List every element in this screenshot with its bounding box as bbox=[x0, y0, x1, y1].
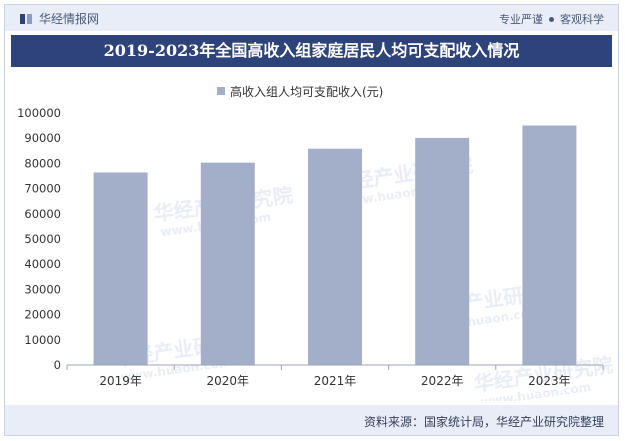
x-tick-label: 2021年 bbox=[314, 374, 357, 388]
y-tick-label: 40000 bbox=[24, 257, 61, 271]
y-tick-label: 80000 bbox=[24, 156, 61, 170]
motto-left: 专业严谨 bbox=[499, 13, 543, 26]
x-tick-label: 2023年 bbox=[528, 374, 571, 388]
bar bbox=[93, 172, 148, 365]
y-tick-label: 20000 bbox=[24, 308, 61, 322]
y-tick-label: 30000 bbox=[24, 282, 61, 296]
bar bbox=[200, 162, 255, 365]
y-tick-label: 0 bbox=[54, 358, 61, 372]
report-frame: 华经情报网 专业严谨 客观科学 2019-2023年全国高收入组家庭居民人均可支… bbox=[4, 4, 619, 436]
chart-title: 2019-2023年全国高收入组家庭居民人均可支配收入情况 bbox=[11, 35, 612, 67]
brand: 华经情报网 bbox=[19, 10, 99, 27]
legend-swatch bbox=[217, 87, 225, 95]
x-axis: 2019年 2020年 2021年 2022年 2023年 bbox=[66, 364, 604, 388]
brand-name: 华经情报网 bbox=[39, 12, 100, 26]
y-axis: 0 10000 20000 30000 40000 50000 60000 70000 8000… bbox=[17, 106, 61, 372]
y-tick-label: 50000 bbox=[24, 232, 61, 246]
y-tick-label: 90000 bbox=[24, 131, 61, 145]
chart-area: 华经产业研究院 www.huaon.com 华经产业研究院 www.huaon.com… bbox=[5, 71, 618, 409]
bar-chart: 华经产业研究院www.huaon.com华经产业研究院www.huaon.com… bbox=[17, 84, 614, 409]
x-tick-label: 2020年 bbox=[207, 374, 250, 388]
legend: 高收入组人均可支配收入(元) bbox=[217, 84, 383, 99]
y-tick-label: 100000 bbox=[17, 106, 61, 120]
motto-right: 客观科学 bbox=[560, 13, 604, 26]
bar bbox=[308, 148, 362, 365]
footer: 资料来源：国家统计局，华经产业研究院整理 bbox=[5, 405, 618, 435]
y-tick-label: 60000 bbox=[24, 207, 61, 221]
bars bbox=[93, 125, 577, 365]
bar bbox=[522, 125, 577, 365]
brand-logo-icon bbox=[20, 13, 32, 24]
x-tick-label: 2022年 bbox=[421, 374, 464, 388]
y-tick-label: 10000 bbox=[24, 333, 61, 347]
separator-dot-icon bbox=[549, 16, 554, 22]
y-tick-label: 70000 bbox=[24, 182, 61, 196]
legend-label: 高收入组人均可支配收入(元) bbox=[230, 84, 383, 99]
bar bbox=[415, 137, 470, 365]
x-tick-label: 2019年 bbox=[99, 374, 142, 388]
source-note: 资料来源：国家统计局，华经产业研究院整理 bbox=[363, 415, 604, 429]
top-bar: 华经情报网 专业严谨 客观科学 bbox=[5, 5, 618, 31]
motto: 专业严谨 客观科学 bbox=[499, 11, 604, 27]
